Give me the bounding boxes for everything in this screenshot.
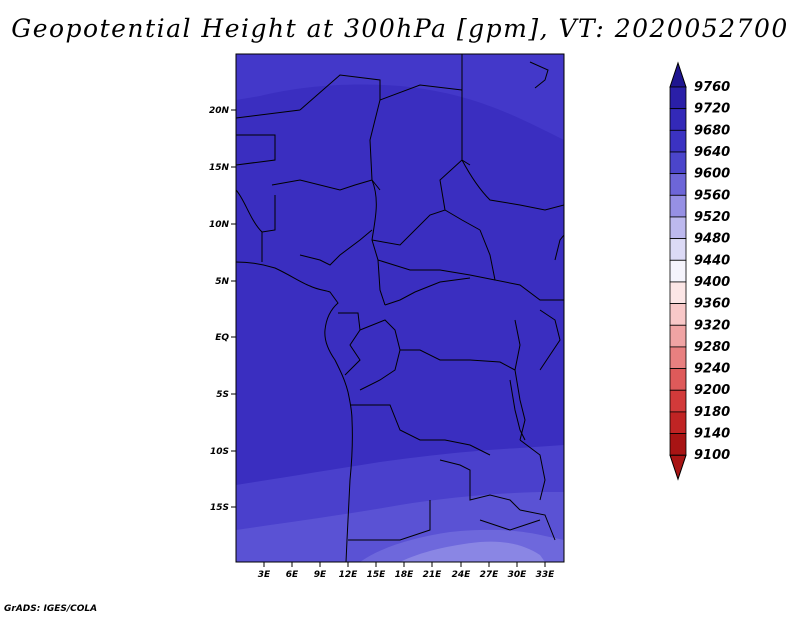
lon-tick-label: 15E <box>367 570 387 580</box>
colorbar-swatch <box>669 281 687 305</box>
colorbar-level-label: 9640 <box>694 145 730 160</box>
grads-credit: GrADS: IGES/COLA <box>4 604 98 614</box>
colorbar-swatch <box>669 324 687 348</box>
lat-tick-label: 10N <box>209 220 230 230</box>
colorbar-level-label: 9280 <box>694 340 730 355</box>
colorbar-swatch <box>669 151 687 175</box>
colorbar-level-label: 9320 <box>694 318 730 333</box>
colorbar-level-label: 9240 <box>694 362 730 377</box>
lat-tick-label: 15N <box>209 163 230 173</box>
map-panel <box>236 54 564 562</box>
colorbar-swatch <box>669 173 687 196</box>
lon-tick-label: 12E <box>339 570 359 580</box>
colorbar-level-label: 9440 <box>694 253 730 268</box>
lat-tick-label: 5S <box>216 390 229 400</box>
colorbar-level-label: 9360 <box>694 297 730 312</box>
height-band-top <box>236 54 564 140</box>
colorbar-level-label: 9600 <box>694 167 730 182</box>
lon-tick-label: 3E <box>258 570 271 580</box>
coastlines-and-borders <box>236 54 564 562</box>
colorbar: 9760 9720 9680 9640 9600 9560 9520 9480 9440 9400… <box>669 61 730 481</box>
colorbar-swatch <box>669 129 687 153</box>
lat-tick-label: 5N <box>215 277 229 287</box>
colorbar-level-label: 9520 <box>694 210 730 225</box>
lat-tick-label: 20N <box>209 106 230 116</box>
colorbar-swatch <box>669 433 687 456</box>
lon-tick-label: 33E <box>536 570 556 580</box>
colorbar-level-label: 9720 <box>694 102 730 117</box>
lat-tick-label: EQ <box>215 333 229 343</box>
colorbar-swatch <box>669 238 687 261</box>
map-frame <box>235 53 565 563</box>
colorbar-level-label: 9760 <box>694 80 730 95</box>
lat-tick-label: 15S <box>210 503 229 513</box>
colorbar-level-label: 9200 <box>694 383 730 398</box>
lon-tick-label: 24E <box>452 570 472 580</box>
map-title: Geopotential Height at 300hPa [gpm], VT:… <box>11 14 789 43</box>
lon-tick-label: 21E <box>423 570 443 580</box>
colorbar-level-label: 9560 <box>694 188 730 203</box>
colorbar-swatch <box>669 216 687 240</box>
height-band-south-4 <box>400 541 545 562</box>
colorbar-level-label: 9480 <box>694 232 730 247</box>
colorbar-swatch <box>669 194 687 218</box>
colorbar-top-arrow <box>669 61 687 88</box>
lon-tick-label: 30E <box>508 570 528 580</box>
lon-tick-label: 9E <box>314 570 327 580</box>
colorbar-swatch <box>669 346 687 369</box>
colorbar-level-label: 9680 <box>694 123 730 138</box>
colorbar-swatch <box>669 303 687 326</box>
lon-tick-label: 18E <box>395 570 415 580</box>
colorbar-bottom-arrow <box>669 454 687 481</box>
lon-axis: 3E 6E 9E 12E 15E 18E 21E 24E 27E 30E 33E <box>258 562 555 580</box>
colorbar-swatch <box>669 259 687 283</box>
lat-axis: 20N 15N 10N 5N EQ 5S 10S 15S <box>209 106 236 513</box>
colorbar-level-label: 9180 <box>694 405 730 420</box>
colorbar-swatch <box>669 368 687 391</box>
colorbar-swatch <box>669 108 687 131</box>
colorbar-swatch <box>669 389 687 413</box>
colorbar-level-label: 9140 <box>694 427 730 442</box>
colorbar-swatch <box>669 86 687 110</box>
colorbar-level-label: 9100 <box>694 448 730 463</box>
lon-tick-label: 6E <box>286 570 299 580</box>
colorbar-level-label: 9400 <box>694 275 730 290</box>
lat-tick-label: 10S <box>210 447 229 457</box>
lon-tick-label: 27E <box>480 570 500 580</box>
colorbar-swatch <box>669 411 687 434</box>
